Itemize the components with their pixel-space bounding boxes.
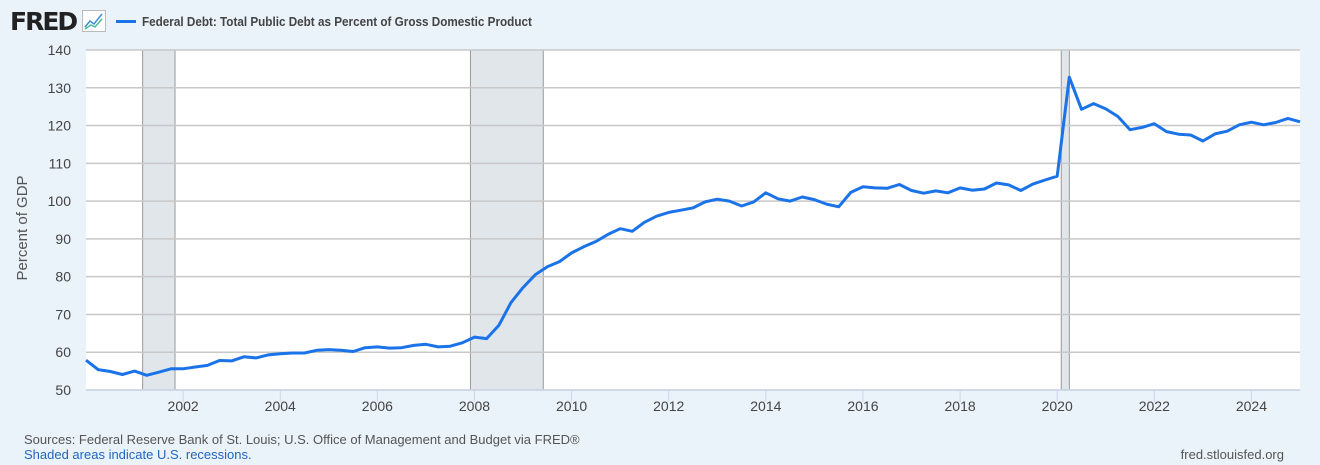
plot-area xyxy=(86,50,1300,390)
recession-shade xyxy=(469,49,544,391)
x-tick-label: 2020 xyxy=(1042,398,1073,414)
y-tick-label: 140 xyxy=(48,42,72,58)
x-tick-label: 2018 xyxy=(945,398,976,414)
fred-logo[interactable]: FRED xyxy=(10,6,78,36)
x-tick-label: 2022 xyxy=(1139,398,1170,414)
x-tick-label: 2010 xyxy=(556,398,587,414)
y-tick-label: 120 xyxy=(48,118,72,134)
y-tick-label: 90 xyxy=(55,231,71,247)
y-tick-label: 110 xyxy=(49,155,72,171)
series-line xyxy=(85,75,1301,377)
recessions-note: Shaded areas indicate U.S. recessions. xyxy=(24,447,252,462)
header: FRED Federal Debt: Total Public Debt as … xyxy=(10,6,575,36)
y-tick-label: 60 xyxy=(55,344,71,360)
x-tick-label: 2016 xyxy=(847,398,878,414)
x-tick-label: 2014 xyxy=(750,398,781,414)
x-tick-label: 2012 xyxy=(653,398,684,414)
site-link[interactable]: fred.stlouisfed.org xyxy=(1180,447,1284,462)
recession-shade xyxy=(142,49,176,391)
legend-swatch xyxy=(116,19,137,23)
y-tick-label: 70 xyxy=(55,306,71,322)
x-tick-label: 2004 xyxy=(265,398,296,414)
x-tick-label: 2006 xyxy=(362,398,393,414)
y-tick-label: 130 xyxy=(48,80,72,96)
y-tick-label: 50 xyxy=(55,382,71,398)
sources-text: Sources: Federal Reserve Bank of St. Lou… xyxy=(24,432,580,447)
legend: Federal Debt: Total Public Debt as Perce… xyxy=(116,14,575,29)
x-tick-label: 2008 xyxy=(459,398,490,414)
chart-line-icon[interactable] xyxy=(82,10,107,32)
y-axis-label: Percent of GDP xyxy=(14,175,31,280)
legend-label: Federal Debt: Total Public Debt as Perce… xyxy=(142,13,533,29)
y-tick-label: 100 xyxy=(48,193,72,209)
x-tick-label: 2024 xyxy=(1236,398,1267,414)
y-tick-label: 80 xyxy=(55,269,71,285)
x-tick-label: 2002 xyxy=(168,398,199,414)
